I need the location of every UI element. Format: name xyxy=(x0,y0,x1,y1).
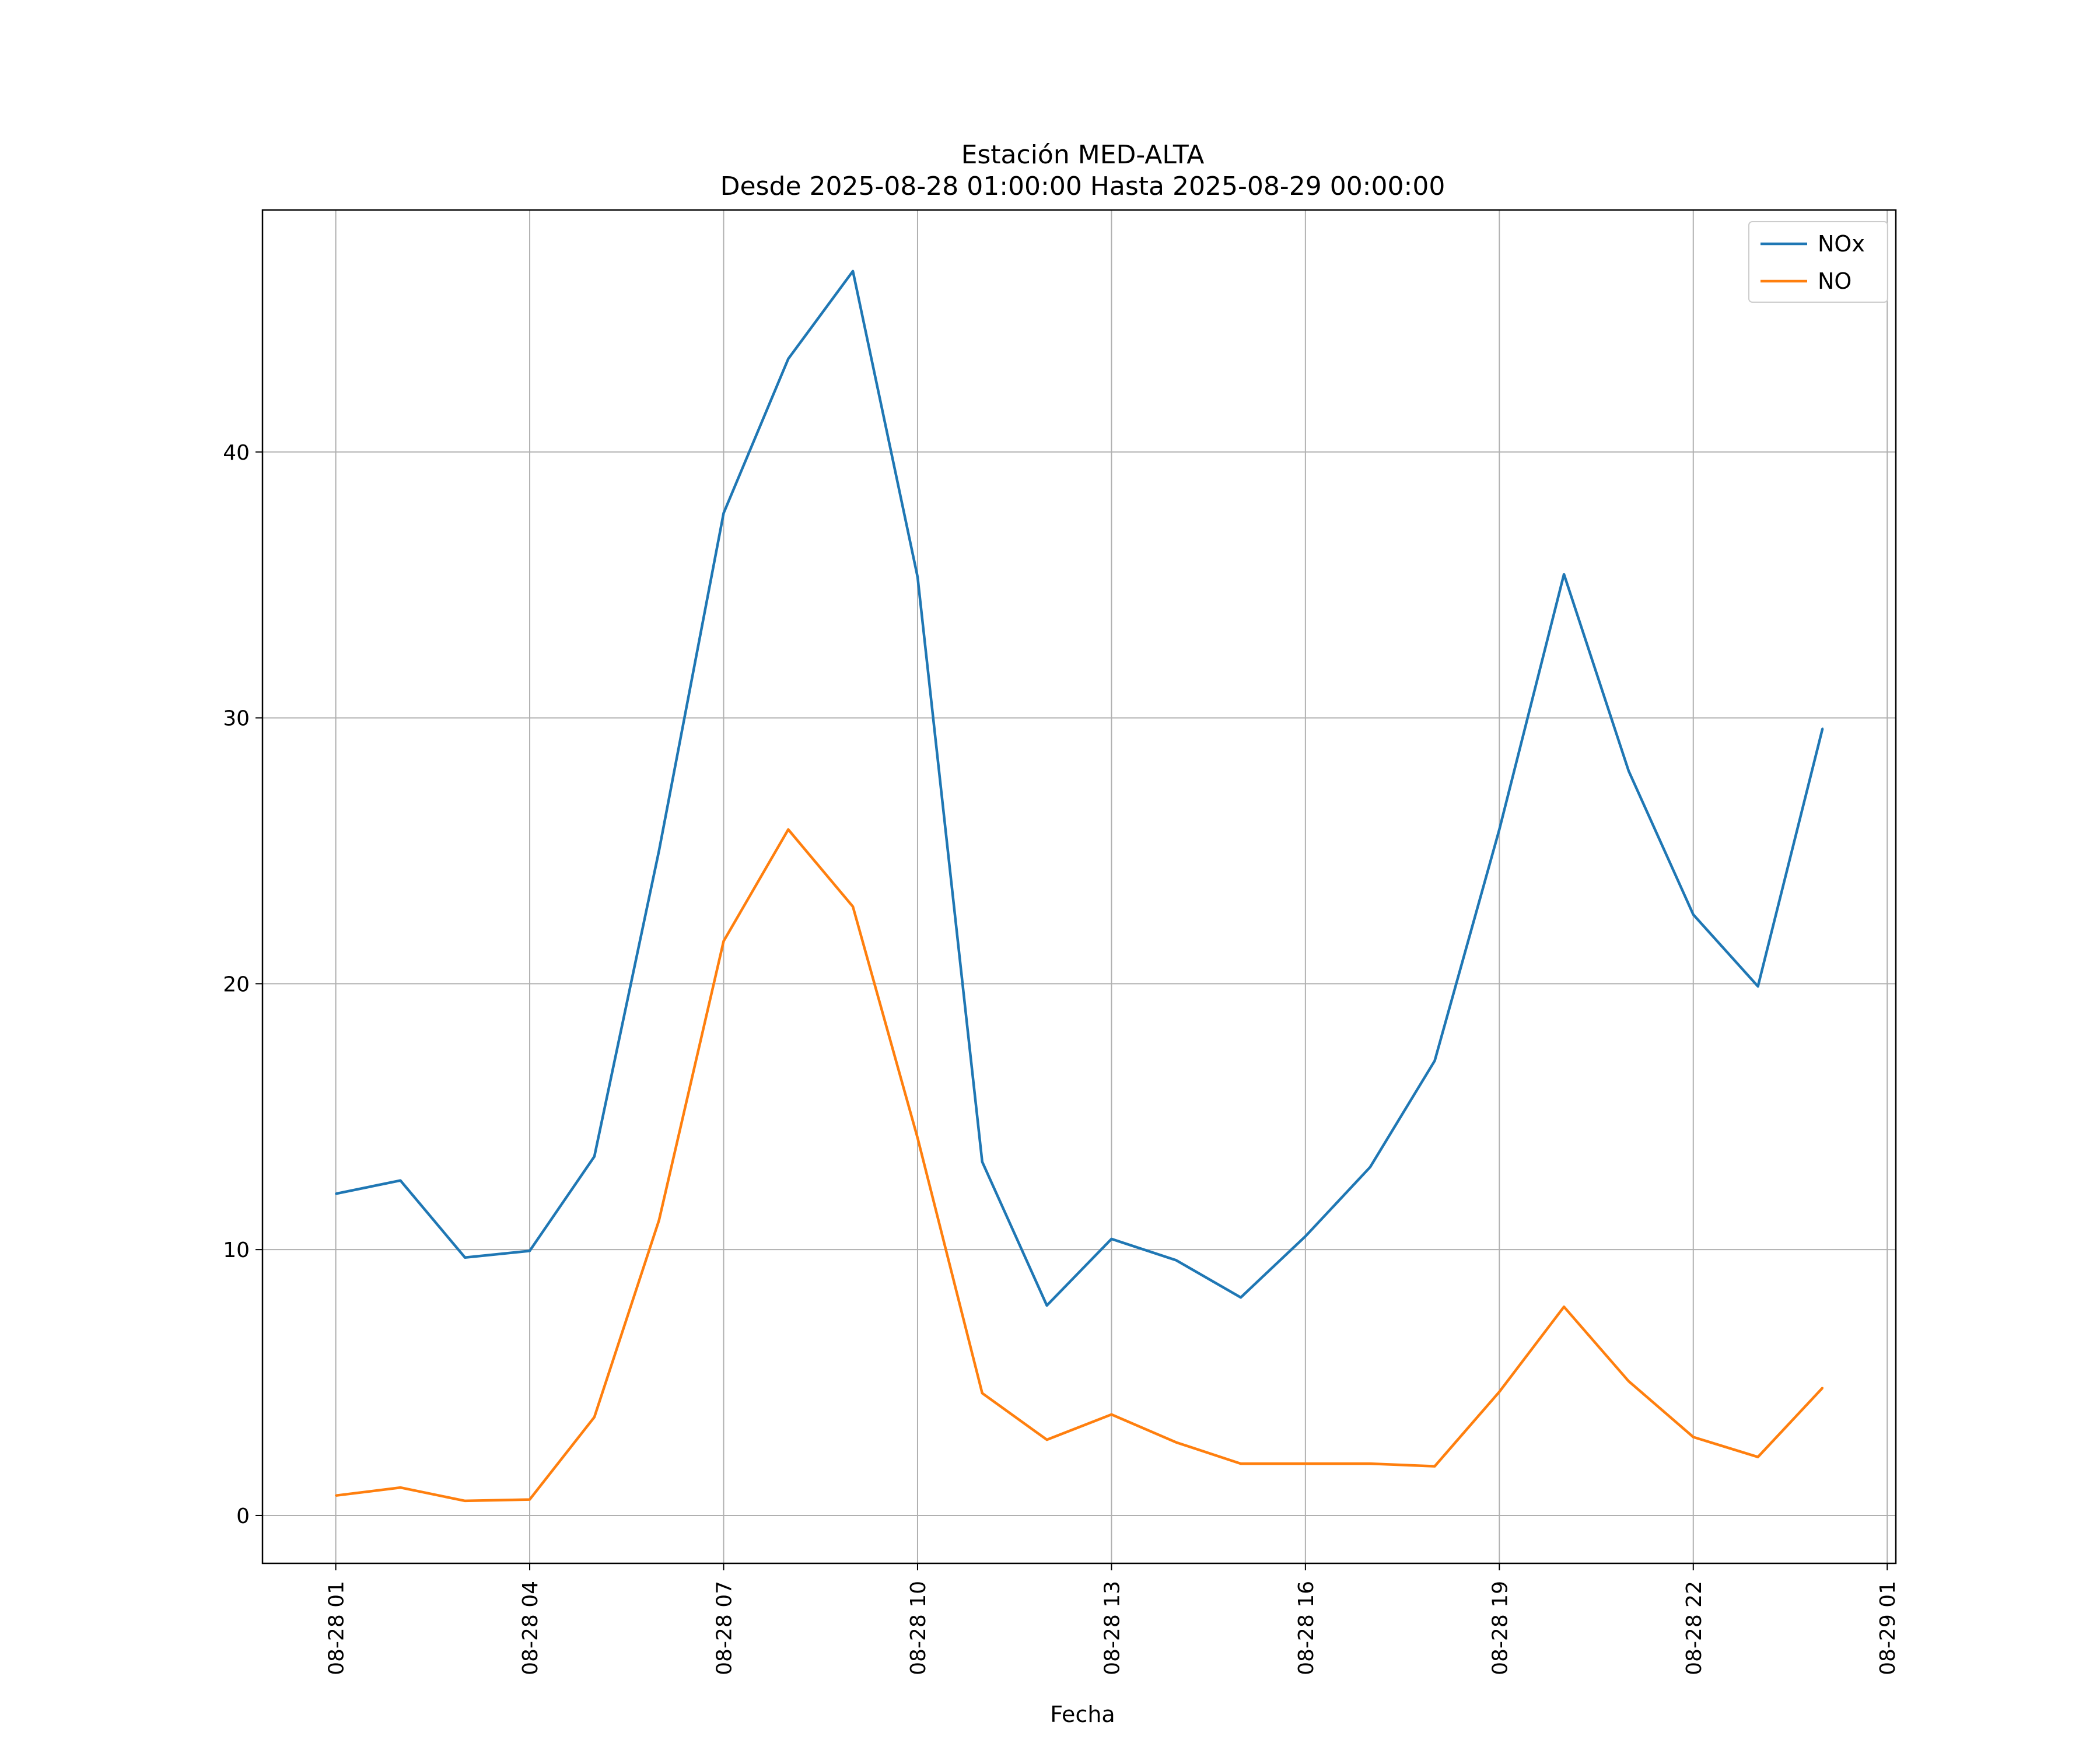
grid xyxy=(262,210,1896,1563)
x-tick-label: 08-28 01 xyxy=(325,1581,349,1675)
data-point-nox xyxy=(1110,1238,1112,1240)
legend-label-no: NO xyxy=(1818,268,1852,294)
data-point-no xyxy=(658,1219,660,1222)
data-point-no xyxy=(1110,1413,1112,1416)
x-tick-label: 08-28 19 xyxy=(1488,1581,1512,1675)
data-point-no xyxy=(1821,1387,1824,1389)
data-point-no xyxy=(1692,1436,1695,1438)
data-point-no xyxy=(1369,1462,1371,1465)
data-point-nox xyxy=(1628,770,1630,772)
plot-frame xyxy=(261,209,1897,1564)
data-point-nox xyxy=(787,358,789,360)
data-point-nox xyxy=(464,1256,466,1259)
y-tick-label: 10 xyxy=(223,1238,250,1262)
data-point-nox xyxy=(1821,727,1824,730)
data-point-no xyxy=(1498,1391,1500,1393)
data-point-nox xyxy=(528,1250,531,1252)
data-point-no xyxy=(1628,1380,1630,1382)
data-point-nox xyxy=(723,512,725,514)
x-tick-label: 08-28 13 xyxy=(1100,1581,1124,1675)
data-point-no xyxy=(1304,1462,1307,1465)
data-point-no xyxy=(593,1416,596,1418)
data-point-nox xyxy=(1046,1304,1048,1307)
data-point-no xyxy=(1240,1462,1242,1465)
data-point-nox xyxy=(335,1192,337,1195)
data-point-nox xyxy=(1175,1259,1177,1261)
y-tick-label: 30 xyxy=(223,707,250,731)
legend: NOx NO xyxy=(1748,221,1888,303)
chart-subtitle: Desde 2025-08-28 01:00:00 Hasta 2025-08-… xyxy=(720,172,1446,201)
data-point-nox xyxy=(1692,914,1695,916)
y-tick-label: 20 xyxy=(223,972,250,996)
x-tick-label: 08-28 07 xyxy=(713,1581,737,1675)
data-point-no xyxy=(335,1494,337,1497)
data-point-nox xyxy=(1433,1060,1436,1062)
data-point-no xyxy=(852,905,854,908)
data-point-nox xyxy=(916,576,919,578)
data-point-nox xyxy=(593,1156,596,1158)
data-point-no xyxy=(723,940,725,942)
data-point-nox xyxy=(1369,1166,1371,1168)
data-point-nox xyxy=(852,270,854,272)
data-point-nox xyxy=(981,1161,984,1163)
data-point-no xyxy=(399,1486,401,1489)
x-tick-label: 08-28 22 xyxy=(1682,1581,1706,1675)
data-point-no xyxy=(1433,1465,1436,1468)
x-tick-label: 08-28 04 xyxy=(519,1581,542,1675)
data-point-no xyxy=(981,1392,984,1394)
data-point-no xyxy=(916,1137,919,1139)
data-point-nox xyxy=(1563,573,1565,575)
series-line-no xyxy=(335,828,1824,1503)
data-point-nox xyxy=(1240,1296,1242,1298)
data-point-nox xyxy=(1304,1235,1307,1237)
data-point-no xyxy=(1175,1441,1177,1444)
data-point-no xyxy=(787,828,789,831)
x-tick-label: 08-28 16 xyxy=(1294,1581,1318,1675)
y-tick-label: 0 xyxy=(236,1504,250,1528)
x-tick-label: 08-29 01 xyxy=(1876,1581,1900,1675)
y-tick-label: 40 xyxy=(223,441,250,465)
data-point-nox xyxy=(1498,828,1500,831)
chart-title: Estación MED-ALTA xyxy=(961,140,1205,170)
data-point-nox xyxy=(658,849,660,852)
x-axis-label: Fecha xyxy=(1050,1702,1115,1727)
legend-label-nox: NOx xyxy=(1818,231,1865,257)
ticks: 08-28 01 08-28 04 08-28 07 08-28 10 08-28 13… xyxy=(223,441,1900,1675)
data-point-nox xyxy=(399,1180,401,1182)
data-point-no xyxy=(1046,1438,1048,1441)
x-tick-label: 08-28 10 xyxy=(907,1581,930,1675)
data-point-nox xyxy=(1757,985,1759,988)
data-point-no xyxy=(528,1499,531,1501)
data-point-no xyxy=(1563,1306,1565,1308)
data-point-no xyxy=(1757,1456,1759,1458)
data-point-no xyxy=(464,1500,466,1502)
series-line-nox xyxy=(335,270,1824,1307)
series-layer xyxy=(335,270,1824,1503)
